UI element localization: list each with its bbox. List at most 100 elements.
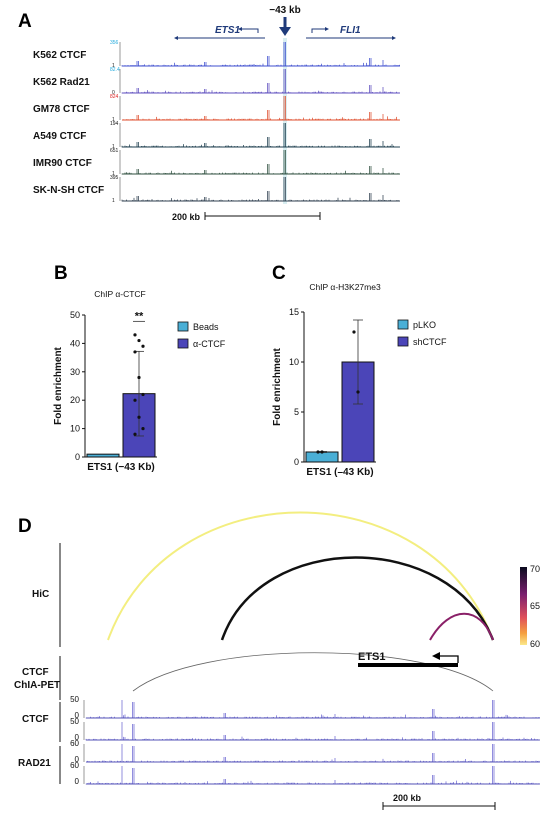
track-signal: [121, 42, 400, 67]
track-scale-top: 651: [110, 148, 119, 154]
track-scale-bottom: 1: [112, 198, 115, 204]
y-tick-label: 30: [70, 367, 80, 377]
data-point: [133, 350, 137, 354]
track-scale-top: 60: [70, 739, 79, 748]
y-tick-label: 0: [75, 452, 80, 462]
data-point: [137, 338, 141, 343]
track-a-5: SK-N-SH CTCF 395 1: [33, 175, 400, 204]
data-point: [352, 330, 356, 334]
track-signal: [121, 150, 400, 175]
category-label: ETS1 (–43 Kb): [306, 467, 373, 478]
gene-fli1-label: FLI1: [340, 25, 361, 36]
colorbar-mid: 65: [530, 601, 540, 611]
track-scale-top: 60: [70, 761, 79, 770]
legend-label: pLKO: [413, 320, 436, 330]
track-label: GM78 CTCF: [33, 104, 90, 115]
track-d-1: 50 0: [70, 717, 540, 742]
y-tick-label: 10: [70, 424, 80, 434]
track-signal: [85, 722, 540, 741]
chart-title: ChIP α-CTCF: [94, 289, 146, 299]
track-scale-top: 824: [110, 94, 119, 100]
data-point: [356, 390, 360, 394]
data-point: [316, 450, 320, 454]
y-tick-label: 20: [70, 395, 80, 405]
bar-0: [86, 453, 120, 458]
panel-b-label: B: [54, 263, 68, 284]
panel-d-label: D: [18, 516, 32, 537]
chart-c: ChIP α-H3K27me3 0 5 10 15 Fold enrichment ETS1…: [272, 282, 447, 478]
legend-swatch: [397, 319, 409, 330]
colorbar-gradient: [520, 567, 527, 645]
panel-d-scale-label: 200 kb: [393, 793, 422, 803]
track-scale-top: 194: [110, 121, 119, 127]
chiapet-label-1: CTCF: [22, 667, 49, 678]
ets1-gene-model: ETS1: [358, 651, 459, 667]
data-point: [133, 398, 137, 402]
track-d-0: 50 0: [70, 695, 540, 720]
panel-a-scalebar: 200 kb: [172, 212, 321, 222]
hic-arc-long: [107, 511, 494, 641]
track-scale-bottom: 1: [112, 63, 115, 69]
gene-ets1: ETS1: [174, 25, 265, 40]
track-label: K562 Rad21: [33, 77, 90, 88]
chart-b: ChIP α-CTCF 0 10 20 30 40 50 Fold enrichment ETS…: [53, 289, 226, 473]
track-signal: [121, 69, 400, 94]
legend-swatch: [397, 336, 409, 347]
track-scale-bottom: 0: [75, 711, 80, 720]
panel-a-tracks: K562 CTCF 356 1 K562 Rad21 82.4 0 GM78 CTCF 824…: [33, 40, 400, 204]
track-label: IMR90 CTCF: [33, 158, 92, 169]
y-tick-label: 40: [70, 338, 80, 348]
track-a-3: A549 CTCF 194 1: [33, 121, 400, 150]
highlight-region: [283, 38, 287, 204]
legend-label: Beads: [193, 322, 219, 332]
track-scale-top: 50: [70, 717, 79, 726]
track-signal: [85, 766, 540, 785]
track-scale-top: 82.4: [110, 67, 120, 73]
track-a-2: GM78 CTCF 824 1: [33, 94, 400, 123]
category-label: ETS1 (−43 Kb): [87, 462, 155, 473]
legend-label: α-CTCF: [193, 339, 226, 349]
data-point: [137, 375, 141, 380]
panel-d-track-labels: CTCF RAD21: [18, 702, 61, 784]
track-label: A549 CTCF: [33, 131, 86, 142]
track-scale-bottom: 0: [75, 755, 80, 764]
panel-d: D HiC CTCF ChIA-PET 70 65 60 ETS1 500500…: [14, 511, 540, 810]
colorbar-max: 70: [530, 564, 540, 574]
y-tick-label: 5: [294, 407, 299, 417]
legend-swatch: [177, 338, 189, 349]
gene-ets1-label: ETS1: [215, 25, 240, 36]
gene-fli1: FLI1: [306, 25, 396, 40]
track-scale-top: 356: [110, 40, 119, 46]
track-scale-bottom: 0: [75, 777, 80, 786]
chiapet-label-2: ChIA-PET: [14, 680, 60, 691]
panel-a-label: A: [18, 11, 32, 32]
panel-d-scalebar: 200 kb: [382, 793, 496, 810]
data-point: [133, 333, 137, 337]
hic-arc-short: [429, 612, 494, 641]
y-tick-label: 50: [70, 310, 80, 320]
chiapet-loop: [132, 652, 494, 692]
track-scale-top: 395: [110, 175, 119, 181]
data-point: [141, 392, 145, 397]
hic-arcs: [107, 511, 495, 641]
hic-arc-mid: [220, 556, 495, 641]
panel-a-scale-label: 200 kb: [172, 212, 201, 222]
data-point: [141, 427, 145, 431]
ets1-gene-label: ETS1: [358, 651, 386, 663]
track-signal: [121, 123, 400, 148]
data-point: [133, 432, 137, 436]
track-d-2: 60 0: [70, 739, 540, 764]
y-tick-label: 15: [289, 307, 299, 317]
colorbar-min: 60: [530, 639, 540, 649]
track-a-4: IMR90 CTCF 651 1: [33, 148, 400, 177]
track-scale-bottom: 1: [112, 117, 115, 123]
track-d-3: 60 0: [70, 761, 540, 786]
track-scale-bottom: 0: [112, 90, 115, 96]
ctcf-track-label: CTCF: [22, 714, 49, 725]
track-scale-bottom: 1: [112, 144, 115, 150]
track-scale-bottom: 0: [75, 733, 80, 742]
marker-arrow: [279, 17, 291, 36]
